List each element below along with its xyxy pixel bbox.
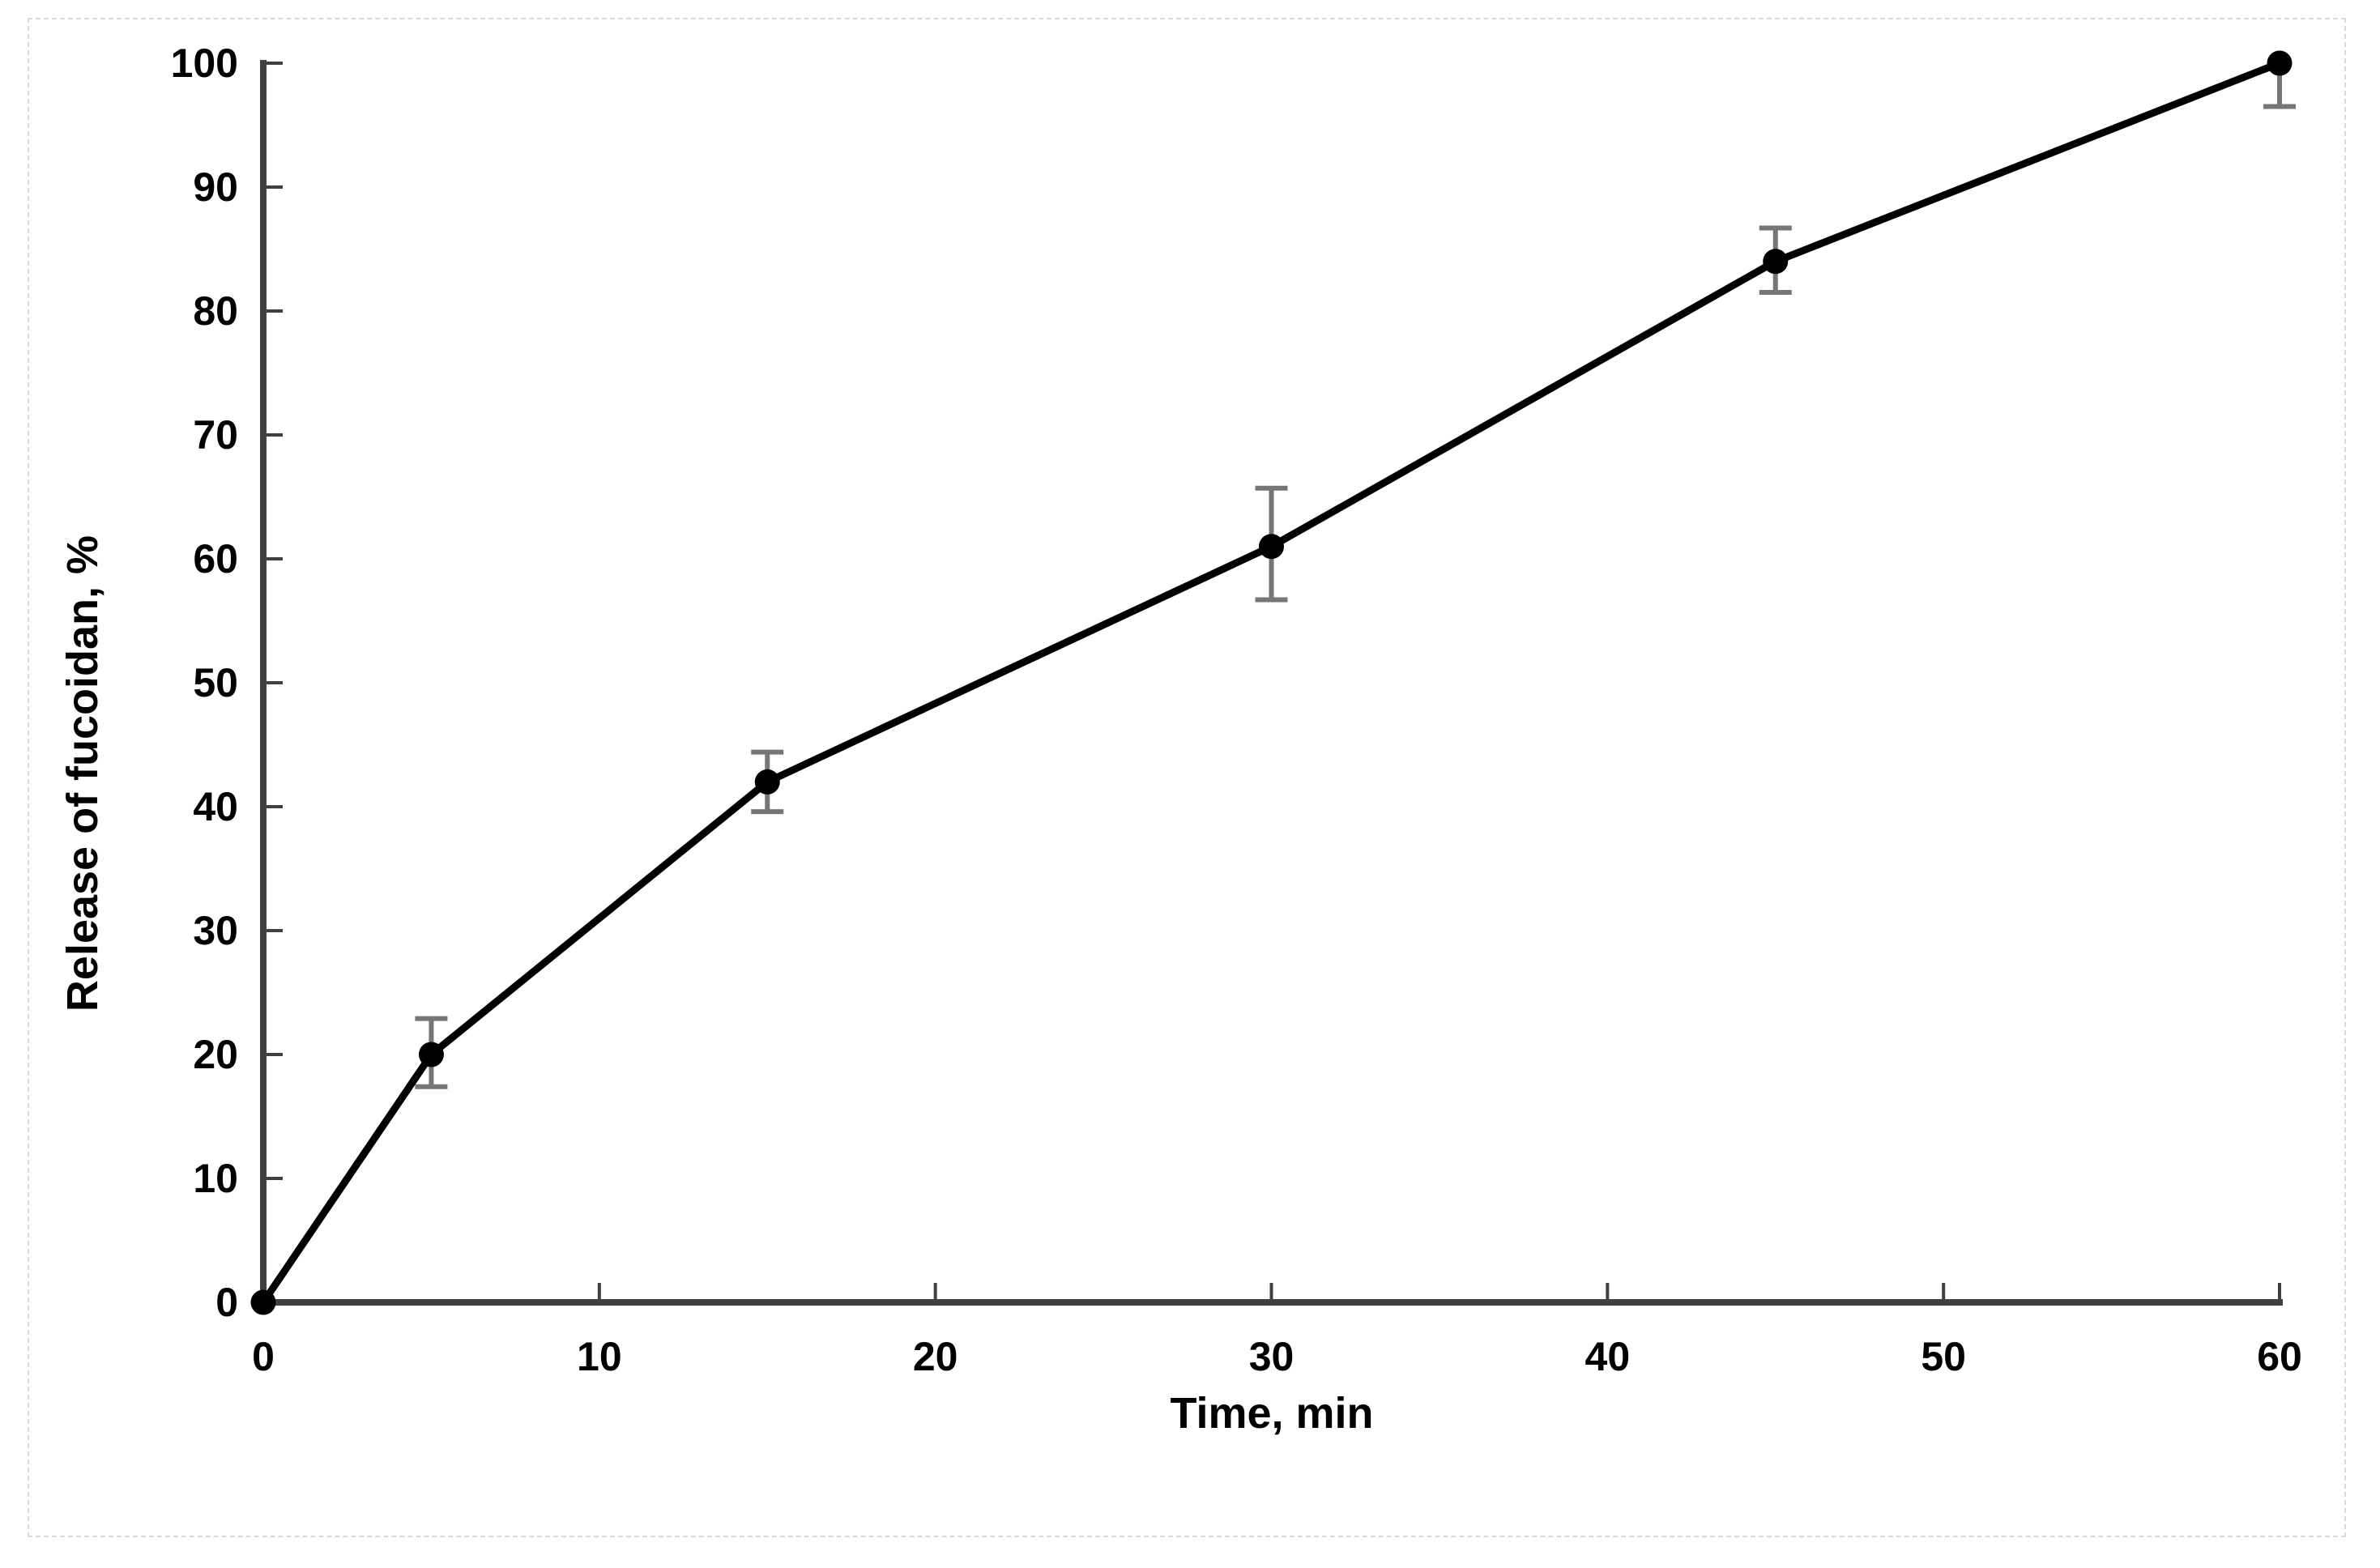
y-tick-labels: 0 10 20 30 40 50 60 70 80 90 100 [171,40,238,1325]
y-tick-label: 60 [193,536,238,582]
x-tick-label: 60 [2257,1334,2302,1379]
data-point [250,1289,276,1315]
x-tick-label: 40 [1585,1334,1631,1379]
y-tick-label: 0 [215,1280,238,1325]
data-point [1259,534,1284,560]
y-tick-label: 40 [193,784,238,829]
data-point [2267,50,2293,76]
y-tick-label: 80 [193,288,238,334]
data-point [754,769,780,795]
x-tick-label: 30 [1249,1334,1294,1379]
tick-marks [262,62,2281,1304]
y-tick-label: 70 [193,412,238,458]
y-tick-label: 100 [171,40,238,86]
x-tick-label: 20 [913,1334,958,1379]
data-point [418,1042,444,1067]
data-point-markers [250,50,2293,1315]
x-tick-label: 0 [252,1334,275,1379]
y-tick-label: 90 [193,164,238,210]
x-axis-title: Time, min [1170,1389,1373,1438]
y-tick-label: 10 [193,1156,238,1201]
y-axis-title: Release of fucoidan, % [58,535,107,1012]
x-tick-label: 50 [1921,1334,1966,1379]
data-line [259,59,2284,1306]
error-bars [415,63,2296,1089]
y-tick-label: 50 [193,660,238,705]
x-tick-labels: 0 10 20 30 40 50 60 [252,1334,2302,1379]
x-tick-label: 10 [577,1334,622,1379]
y-tick-label: 30 [193,908,238,953]
plot-area: 0 10 20 30 40 50 60 0 10 20 30 40 50 60 70 80 90 100 [171,40,2302,1379]
axes [260,60,2283,1306]
data-point [1763,249,1789,275]
figure-border [28,18,2346,1537]
y-tick-label: 20 [193,1032,238,1077]
